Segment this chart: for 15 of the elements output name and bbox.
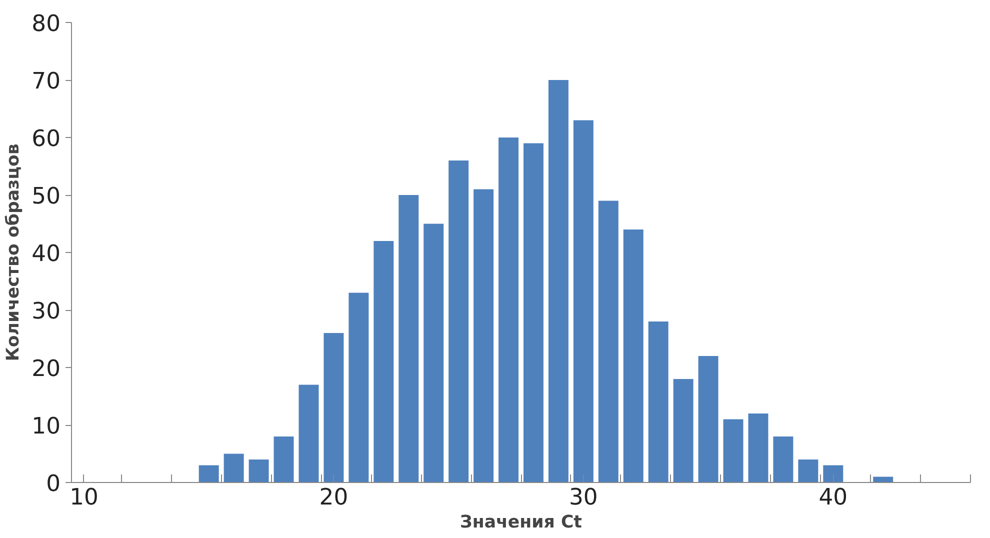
x-axis-title: Значения Ct: [460, 512, 582, 532]
y-tick-label: 60: [32, 126, 61, 152]
x-tick-label: 20: [319, 484, 348, 510]
y-tick-label: 50: [32, 184, 61, 210]
y-tick-label: 40: [32, 241, 61, 267]
y-tick-label: 80: [32, 11, 61, 37]
y-tick-label: 70: [32, 68, 61, 94]
y-tick-label: 20: [32, 356, 61, 382]
y-tick-label: 0: [46, 471, 61, 497]
x-tick-label: 10: [70, 484, 98, 510]
y-axis-title: Количество образцов: [4, 144, 24, 362]
y-tick-label: 10: [32, 414, 61, 440]
y-tick-label: 30: [32, 298, 61, 324]
x-tick-label: 30: [569, 484, 598, 510]
x-tick-label: 40: [818, 484, 848, 510]
